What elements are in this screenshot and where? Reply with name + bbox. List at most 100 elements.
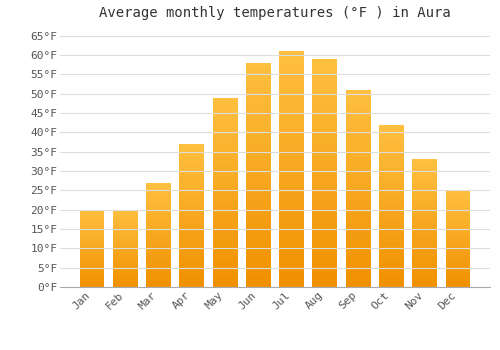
Bar — [312, 177, 338, 182]
Bar — [113, 242, 138, 244]
Bar — [246, 242, 271, 247]
Bar — [446, 268, 470, 270]
Bar — [180, 250, 204, 253]
Bar — [80, 254, 104, 256]
Bar — [379, 248, 404, 251]
Bar — [346, 236, 370, 240]
Bar — [279, 131, 304, 136]
Bar — [312, 123, 338, 127]
Bar — [113, 213, 138, 214]
Bar — [412, 203, 437, 205]
Bar — [113, 231, 138, 233]
Bar — [180, 198, 204, 201]
Bar — [346, 283, 370, 287]
Bar — [279, 108, 304, 112]
Bar — [412, 279, 437, 282]
Bar — [446, 190, 470, 287]
Bar — [80, 278, 104, 279]
Bar — [446, 248, 470, 250]
Bar — [180, 216, 204, 218]
Bar — [80, 245, 104, 247]
Bar — [246, 193, 271, 197]
Bar — [412, 200, 437, 203]
Bar — [279, 259, 304, 264]
Bar — [412, 223, 437, 226]
Bar — [379, 232, 404, 235]
Bar — [80, 217, 104, 219]
Bar — [379, 241, 404, 245]
Bar — [446, 214, 470, 216]
Bar — [80, 222, 104, 224]
Bar — [379, 134, 404, 138]
Bar — [212, 226, 238, 230]
Bar — [180, 284, 204, 287]
Bar — [346, 188, 370, 193]
Bar — [246, 269, 271, 274]
Bar — [113, 254, 138, 256]
Bar — [180, 175, 204, 178]
Bar — [212, 102, 238, 105]
Bar — [446, 194, 470, 196]
Bar — [346, 161, 370, 165]
Bar — [80, 242, 104, 244]
Bar — [312, 209, 338, 214]
Bar — [180, 256, 204, 258]
Bar — [113, 256, 138, 258]
Bar — [80, 275, 104, 276]
Bar — [146, 235, 171, 237]
Bar — [146, 201, 171, 203]
Bar — [446, 258, 470, 260]
Bar — [246, 85, 271, 90]
Bar — [212, 200, 238, 204]
Bar — [113, 211, 138, 213]
Bar — [80, 270, 104, 272]
Bar — [412, 236, 437, 238]
Bar — [379, 222, 404, 225]
Bar — [279, 178, 304, 183]
Bar — [446, 229, 470, 231]
Bar — [180, 155, 204, 158]
Bar — [312, 114, 338, 118]
Bar — [279, 136, 304, 141]
Bar — [246, 256, 271, 260]
Bar — [346, 252, 370, 255]
Bar — [180, 218, 204, 221]
Bar — [246, 103, 271, 108]
Bar — [212, 241, 238, 245]
Bar — [180, 221, 204, 224]
Bar — [446, 260, 470, 262]
Bar — [212, 272, 238, 276]
Bar — [379, 190, 404, 193]
Bar — [279, 268, 304, 273]
Bar — [80, 259, 104, 261]
Bar — [146, 226, 171, 229]
Bar — [80, 286, 104, 287]
Bar — [379, 229, 404, 232]
Bar — [412, 198, 437, 200]
Bar — [246, 206, 271, 211]
Bar — [412, 267, 437, 269]
Bar — [146, 281, 171, 283]
Bar — [146, 241, 171, 243]
Bar — [146, 274, 171, 277]
Bar — [246, 274, 271, 278]
Bar — [312, 159, 338, 164]
Bar — [113, 268, 138, 270]
Bar — [279, 94, 304, 98]
Bar — [312, 282, 338, 287]
Bar — [246, 81, 271, 85]
Bar — [412, 172, 437, 175]
Bar — [279, 174, 304, 178]
Bar — [246, 166, 271, 170]
Bar — [113, 219, 138, 220]
Bar — [146, 191, 171, 193]
Bar — [246, 99, 271, 103]
Bar — [212, 276, 238, 279]
Bar — [312, 164, 338, 168]
Bar — [212, 139, 238, 143]
Bar — [346, 240, 370, 244]
Bar — [279, 117, 304, 122]
Bar — [412, 208, 437, 210]
Bar — [446, 221, 470, 223]
Bar — [412, 285, 437, 287]
